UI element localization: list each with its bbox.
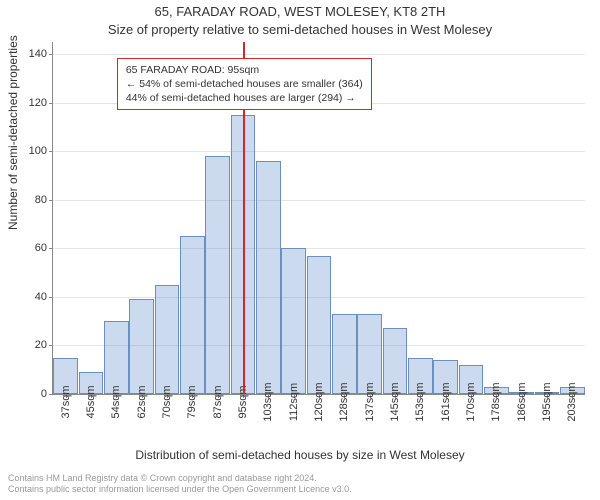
x-tick-label: 195sqm [541,382,553,421]
x-tick-label: 87sqm [212,385,224,418]
chart-title-line2: Size of property relative to semi-detach… [0,22,600,37]
annotation-line1: 65 FARADAY ROAD: 95sqm [126,63,363,77]
x-tick-label: 70sqm [161,385,173,418]
histogram-bar [129,299,154,394]
grid-line [53,248,585,249]
histogram-bar [307,256,332,394]
histogram-bar [104,321,129,394]
x-tick-label: 145sqm [389,382,401,421]
grid-line [53,151,585,152]
x-tick-label: 103sqm [262,382,274,421]
x-tick-label: 153sqm [414,382,426,421]
y-tick-label: 140 [29,48,47,60]
x-tick-label: 137sqm [364,382,376,421]
y-tick-label: 0 [41,388,47,400]
y-tick-label: 40 [35,291,47,303]
x-tick-label: 79sqm [186,385,198,418]
footer-attribution: Contains HM Land Registry data © Crown c… [8,473,352,496]
y-tick-label: 20 [35,339,47,351]
x-tick-label: 62sqm [136,385,148,418]
x-axis-label: Distribution of semi-detached houses by … [0,448,600,462]
footer-line2: Contains public sector information licen… [8,484,352,496]
y-tick-label: 100 [29,145,47,157]
chart-title-line1: 65, FARADAY ROAD, WEST MOLESEY, KT8 2TH [0,4,600,19]
x-tick-label: 178sqm [490,382,502,421]
y-tick-label: 80 [35,194,47,206]
grid-line [53,54,585,55]
x-tick-label: 54sqm [110,385,122,418]
y-tick-label: 120 [29,97,47,109]
footer-line1: Contains HM Land Registry data © Crown c… [8,473,352,485]
grid-line [53,200,585,201]
x-tick-label: 37sqm [60,385,72,418]
annotation-box: 65 FARADAY ROAD: 95sqm← 54% of semi-deta… [117,58,372,111]
histogram-bar [256,161,281,394]
histogram-bar [180,236,205,394]
x-tick-label: 203sqm [566,382,578,421]
histogram-bar [281,248,306,394]
y-tick-label: 60 [35,242,47,254]
x-tick-label: 170sqm [465,382,477,421]
histogram-bar [155,285,180,394]
annotation-line2: ← 54% of semi-detached houses are smalle… [126,77,363,91]
x-tick-label: 120sqm [313,382,325,421]
y-axis-label: Number of semi-detached properties [6,35,20,230]
histogram-bar [205,156,230,394]
x-tick-label: 161sqm [440,382,452,421]
x-tick-label: 112sqm [288,383,300,421]
x-tick-label: 128sqm [338,382,350,421]
chart-plot-area: 02040608010012014037sqm45sqm54sqm62sqm70… [52,42,585,395]
x-tick-label: 45sqm [85,385,97,418]
annotation-line3: 44% of semi-detached houses are larger (… [126,91,363,105]
x-tick-label: 186sqm [516,382,528,421]
